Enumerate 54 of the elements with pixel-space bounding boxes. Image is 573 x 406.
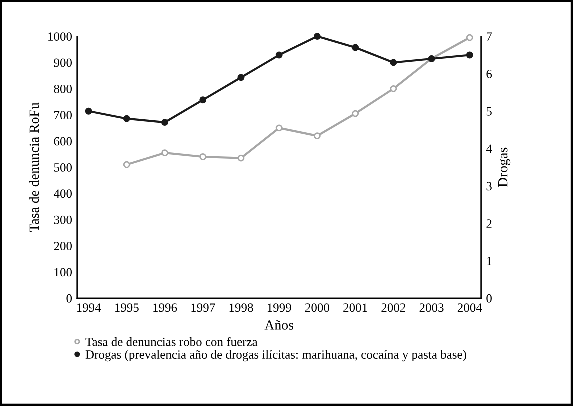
x-tick-label: 2000 (305, 304, 330, 312)
y-tick-label: 400 (54, 190, 72, 198)
y2-tick-label: 7 (487, 32, 492, 41)
y-tick-label: 300 (54, 216, 72, 224)
y-tick-label: 900 (54, 58, 72, 68)
x-tick-label: 2001 (344, 304, 368, 312)
y-tick-label: 0 (66, 294, 72, 303)
point (276, 124, 283, 132)
x-tick-label: 2004 (458, 304, 482, 312)
point (314, 33, 321, 40)
point (123, 115, 130, 122)
point (85, 108, 92, 115)
point (352, 110, 360, 118)
y2-tick-label: 5 (486, 108, 492, 116)
legend-label: Tasa de denuncias robo con fuerza (86, 337, 258, 346)
point (352, 44, 360, 52)
y2-axis-title: Drogas (498, 148, 511, 188)
point (238, 154, 245, 162)
point (466, 52, 474, 59)
y-tick-label: 100 (54, 268, 72, 277)
point (162, 119, 168, 126)
point (466, 34, 474, 42)
y-tick-label: 600 (54, 137, 72, 146)
point (238, 74, 245, 82)
y-tick-label: 800 (54, 84, 72, 94)
x-tick-label: 1994 (77, 304, 102, 312)
y2-tick-label: 3 (486, 182, 492, 191)
x-tick-label: 1995 (115, 304, 139, 312)
point (200, 96, 207, 104)
point (123, 161, 130, 168)
x-tick-label: 1997 (192, 304, 216, 312)
y-axis-title: Tasa de denuncia RoFu (29, 102, 40, 232)
legend-label: Drogas (prevalencia año de drogas ilícitas: marihuana, cocaína y pasta base) (86, 350, 466, 362)
point (276, 52, 283, 59)
y-tick-label: 500 (54, 164, 72, 172)
x-tick-label: 1999 (268, 304, 292, 312)
y-tick-label: 1000 (48, 32, 72, 41)
y2-tick-label: 2 (486, 220, 492, 228)
x-tick-label: 1996 (154, 304, 178, 312)
x-tick-label: 2002 (382, 304, 406, 312)
y2-tick-label: 1 (487, 257, 492, 266)
x-tick-label: 2003 (420, 304, 444, 312)
point (390, 59, 398, 66)
point (314, 132, 321, 140)
y2-tick-label: 0 (486, 294, 492, 303)
x-axis-title: Años (264, 320, 294, 330)
y2-tick-label: 6 (486, 70, 492, 78)
point (162, 150, 168, 157)
point (390, 85, 398, 92)
x-tick-label: 1998 (230, 304, 254, 312)
point (200, 154, 207, 160)
y-tick-label: 200 (54, 242, 72, 250)
y2-tick-label: 4 (486, 144, 492, 154)
y-tick-label: 700 (54, 111, 72, 120)
